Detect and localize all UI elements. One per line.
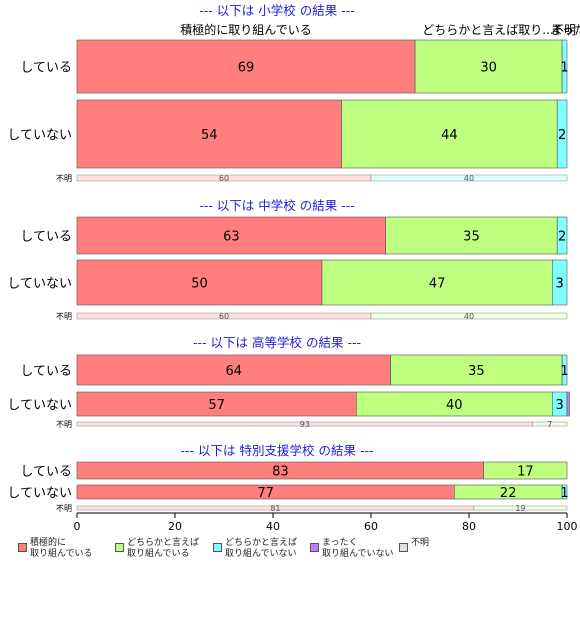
bar-segment [561,354,568,386]
bar-segment [385,216,558,255]
chart-legend: 積極的に 取り組んでいる どちらかと言えば 取り組んでいる どちらかと言えば 取り組… [18,538,538,568]
legend-label: 不明 [411,538,430,548]
unknown-bar-segment [532,421,568,427]
unknown-bar-value-label: 7 [547,420,552,429]
top-label-category-5: 不明 [552,23,576,37]
unknown-bar-segment [370,312,568,320]
bar-segment [551,259,568,306]
bar-segment [321,259,553,306]
legend-label: まったく 取り組んでいない [322,538,394,559]
row-label: していない [7,128,72,143]
x-tick-label: 20 [168,520,182,533]
unknown-bar-value-label: 40 [464,312,474,321]
row-label: している [20,364,72,379]
bar-value-label: 44 [441,128,458,143]
unknown-bar-segment [370,174,568,182]
bar-segment [483,461,568,480]
top-label-category-2: どちらかと言えば取り... [422,23,553,37]
top-label-category-1: 積極的に取り組んでいる [180,22,311,37]
bar-segment [561,39,568,94]
panel-title-1: --- 以下は 小学校 の結果 --- [199,3,354,18]
bar-segment [414,39,563,94]
bar-value-label: 3 [556,398,564,413]
unknown-row-label: 不明 [56,420,72,429]
bar-value-label: 1 [560,486,568,501]
bar-segment [76,99,342,169]
x-tick-label: 60 [364,520,378,533]
panel-title-2: --- 以下は 中学校 の結果 --- [199,198,354,213]
bar-value-label: 64 [226,364,243,379]
bar-value-label: 1 [560,364,568,379]
bar-segment [76,391,357,417]
x-tick-label: 100 [557,520,578,533]
bar-value-label: 2 [558,128,566,143]
bar-value-label: 2 [558,230,566,245]
bar-value-label: 57 [208,398,225,413]
legend-swatch [310,543,319,552]
legend-swatch [18,543,27,552]
bar-segment [390,354,563,386]
bar-value-label: 69 [238,61,255,76]
x-tick-label: 0 [74,520,81,533]
row-label: していない [7,277,72,292]
unknown-bar-value-label: 60 [219,312,229,321]
unknown-row-label: 不明 [56,504,72,513]
unknown-row-label: 不明 [56,312,72,321]
bar-value-label: 22 [500,486,517,501]
unknown-bar-segment [473,505,568,511]
unknown-bar-value-label: 93 [300,420,310,429]
unknown-row-label: 不明 [56,174,72,183]
bar-segment [76,259,323,306]
bar-value-label: 54 [201,128,218,143]
row-label: している [20,465,72,480]
legend-swatch [399,543,408,552]
bar-value-label: 17 [517,465,534,480]
row-label: していない [7,486,72,501]
panel-title-4: --- 以下は 特別支援学校 の結果 --- [181,443,374,458]
top-label-category-4: まった... [551,23,580,37]
bar-segment [76,354,391,386]
legend-swatch [213,543,222,552]
row-label: している [20,61,72,76]
unknown-bar-value-label: 19 [515,504,525,513]
bar-segment [76,39,416,94]
bar-segment [341,99,558,169]
bar-segment [556,99,568,169]
row-label: していない [7,398,72,413]
bar-value-label: 63 [223,230,240,245]
x-tick-label: 40 [266,520,280,533]
bar-segment [556,216,568,255]
bar-value-label: 35 [468,364,485,379]
legend-swatch [115,543,124,552]
bar-value-label: 1 [560,61,568,76]
panel-title-3: --- 以下は 高等学校 の結果 --- [193,335,361,350]
bar-value-label: 50 [191,277,208,292]
legend-label: どちらかと言えば 取り組んでいる [127,538,200,559]
legend-label: 積極的に 取り組んでいる [30,538,93,559]
bar-segment [76,216,387,255]
unknown-bar-value-label: 60 [219,174,229,183]
x-tick-label: 80 [462,520,476,533]
bar-segment [566,391,570,417]
bar-value-label: 30 [480,61,497,76]
bar-value-label: 77 [257,486,274,501]
bar-value-label: 83 [272,465,289,480]
bar-value-label: 3 [556,277,564,292]
row-label: している [20,230,72,245]
legend-label: どちらかと言えば 取り組んでいない [225,538,298,559]
bar-value-label: 35 [463,230,480,245]
bar-segment [561,484,568,500]
unknown-bar-value-label: 40 [464,174,474,183]
unknown-bar-value-label: 81 [270,504,280,513]
bar-value-label: 40 [446,398,463,413]
bar-value-label: 47 [429,277,446,292]
